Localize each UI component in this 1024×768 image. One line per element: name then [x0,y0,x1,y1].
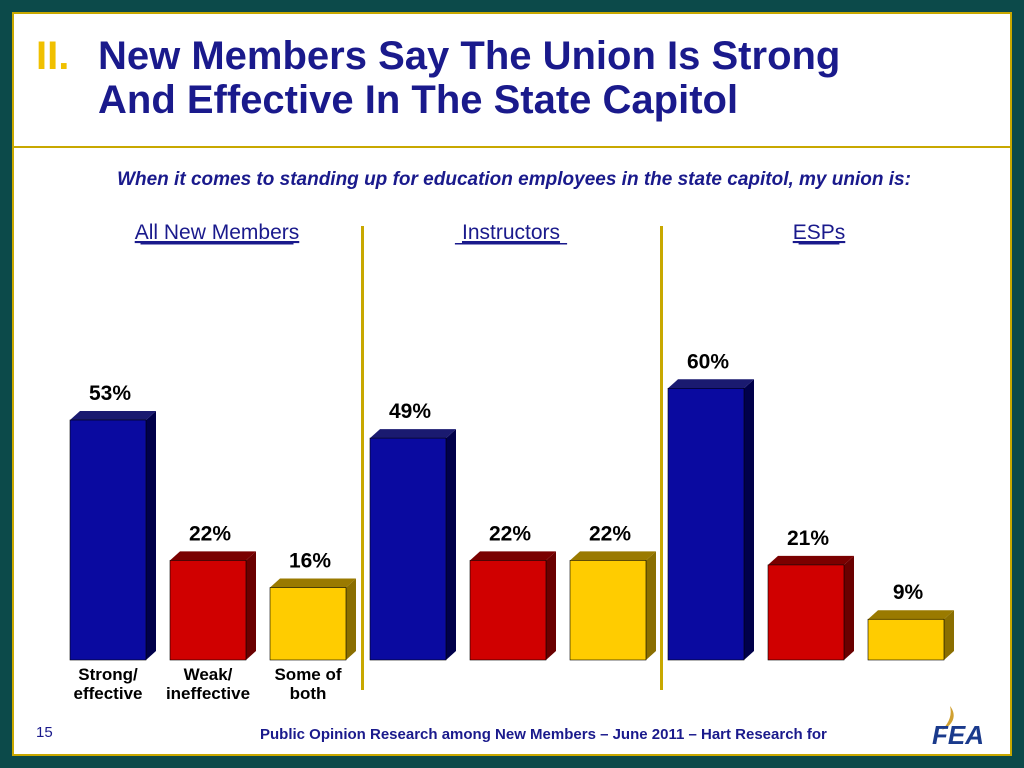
data-label: 9% [893,581,924,604]
title-line-2: And Effective In The State Capitol [98,78,739,122]
group-header: ESPs [793,221,846,244]
bar-top [768,555,854,565]
bar [867,618,945,661]
title-line-1: New Members Say The Union Is Strong [98,34,841,78]
bar [369,437,447,661]
group-header: Instructors [462,221,560,244]
bar-side [744,379,754,660]
bar-top [470,551,556,561]
group-divider [361,226,364,690]
group-header: All New Members [135,221,300,244]
bar-side [146,411,156,660]
group-divider [660,226,663,690]
page-title: II. New Members Say The Union Is Strong … [36,34,996,122]
category-label: ineffective [166,684,250,703]
bar [767,564,845,661]
bar-side [944,610,954,660]
data-label: 16% [289,550,331,573]
category-label: Some of [274,665,341,684]
bar-side [446,429,456,660]
footer-text: Public Opinion Research among New Member… [260,726,827,743]
category-label: Weak/ [184,665,233,684]
slide: II. New Members Say The Union Is Strong … [12,12,1012,756]
data-label: 22% [189,522,231,545]
category-label: Strong/ [78,665,138,684]
bar [69,419,147,661]
data-label: 60% [687,350,729,373]
bar [667,388,745,661]
group-header-underline [140,243,294,245]
bar-side [246,551,256,660]
data-label: 22% [589,522,631,545]
bar-side [646,551,656,660]
fea-logo: FEA [932,706,984,750]
bar-chart: All New Members 53% 22% 16% Instructors 49% 22… [69,221,954,703]
bar-top [570,551,656,561]
group-header-underline [798,243,840,245]
bar-top [170,551,256,561]
bar [469,560,547,661]
bar-top [370,429,456,439]
data-label: 49% [389,400,431,423]
data-label: 21% [787,527,829,550]
title-divider [14,146,1010,148]
bar-side [346,578,356,660]
bar-top [70,411,156,420]
category-label: both [290,684,327,703]
data-label: 53% [89,382,131,405]
title-number: II. [36,34,70,78]
page-number: 15 [36,724,53,741]
bar [169,560,247,661]
bar-side [844,555,854,660]
bar-top [668,379,754,389]
bar-top [270,578,356,588]
bar-top [868,610,954,620]
group-header-underline [454,243,568,245]
bar [269,587,347,661]
data-label: 22% [489,522,531,545]
fea-logo-text: FEA [932,720,984,750]
bar [569,560,647,661]
category-label: effective [74,684,143,703]
bar-side [546,551,556,660]
survey-question: When it comes to standing up for educati… [117,169,911,190]
